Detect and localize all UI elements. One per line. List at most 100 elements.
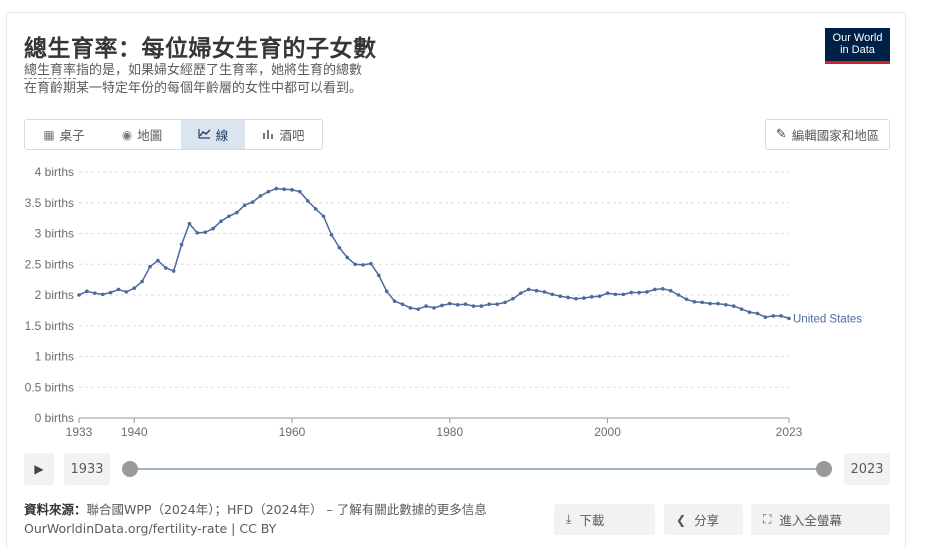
tab-line[interactable]: 線 <box>181 120 245 149</box>
data-point <box>471 304 476 308</box>
x-tick-label: 1960 <box>279 425 306 439</box>
fullscreen-icon: ⛶ <box>763 512 772 526</box>
series-label: United States <box>793 313 862 325</box>
data-point <box>503 300 507 305</box>
data-point <box>132 286 137 291</box>
data-point <box>613 292 618 297</box>
source-note: 資料來源：聯合國WPP（2024年）；HFD（2024年） – 了解有關此數據的… <box>24 500 487 538</box>
data-point <box>171 269 176 273</box>
data-point <box>100 292 105 297</box>
data-point <box>558 294 563 299</box>
x-tick-label: 1980 <box>436 425 463 439</box>
data-point <box>250 200 255 204</box>
tab-bar[interactable]: 酒吧 <box>245 120 322 149</box>
subtitle-line-2: 在育齡期某一特定年份的每個年齡層的女性中都可以看到。 <box>24 81 363 96</box>
pencil-icon: ✎ <box>775 127 787 142</box>
data-point <box>321 214 326 219</box>
data-point <box>574 296 578 301</box>
data-point <box>747 310 752 315</box>
data-point <box>148 264 152 269</box>
data-point <box>282 187 286 192</box>
data-point <box>361 263 365 267</box>
logo-line-2: in Data <box>840 44 875 56</box>
data-point <box>542 290 547 294</box>
tab-map[interactable]: ◉ 地圖 <box>103 120 181 149</box>
timeline-start-year[interactable]: 1933 <box>64 453 110 485</box>
data-point <box>550 292 555 297</box>
data-point <box>329 232 334 237</box>
data-point <box>234 210 239 215</box>
data-point <box>163 266 168 270</box>
edit-countries-label: 編輯國家和地區 <box>791 128 880 143</box>
data-point <box>487 302 492 307</box>
y-tick-label: 3.5 births <box>25 196 74 210</box>
data-point <box>684 297 689 302</box>
data-point <box>85 289 89 294</box>
data-point <box>156 258 160 263</box>
data-point <box>274 186 279 191</box>
data-point <box>424 304 428 308</box>
data-point <box>763 315 768 319</box>
source-learn-more-link[interactable]: – 了解有關此數據的更多信息 <box>322 502 487 517</box>
data-point <box>392 299 397 303</box>
data-point <box>124 290 129 294</box>
data-point <box>187 221 192 226</box>
x-tick-label: 1940 <box>121 425 148 439</box>
share-button[interactable]: ❮ 分享 <box>664 504 743 535</box>
source-label: 資料來源： <box>24 502 87 517</box>
data-point <box>724 303 728 307</box>
data-point <box>692 299 697 304</box>
tab-map-label: 地圖 <box>137 128 163 143</box>
timeline-end-handle[interactable] <box>816 461 832 477</box>
y-tick-label: 1 births <box>35 350 74 364</box>
subtitle-line-1: 指的是，如果婦女經歷了生育率，她將生育的總數 <box>76 63 363 78</box>
data-point <box>787 316 791 321</box>
download-button[interactable]: ⤓ 下載 <box>554 504 655 535</box>
data-point <box>408 306 413 310</box>
line-chart-icon <box>198 128 211 142</box>
data-point <box>653 287 657 292</box>
globe-icon: ◉ <box>121 127 133 142</box>
edit-countries-button[interactable]: ✎ 編輯國家和地區 <box>765 119 890 150</box>
owid-logo[interactable]: Our World in Data <box>825 28 890 64</box>
timeline-start-handle[interactable] <box>122 461 138 477</box>
data-point <box>203 230 208 235</box>
y-tick-label: 4 births <box>35 165 74 179</box>
data-point <box>108 290 113 295</box>
data-point <box>526 287 531 292</box>
data-point <box>534 288 539 293</box>
play-icon: ▶ <box>34 462 44 476</box>
data-point <box>668 288 673 293</box>
y-tick-label: 0 births <box>35 411 74 425</box>
chart-subtitle: 總生育率指的是，如果婦女經歷了生育率，她將生育的總數在育齡期某一特定年份的每個年… <box>24 62 424 98</box>
data-point <box>219 219 223 223</box>
timeline-track[interactable] <box>130 468 824 470</box>
data-point <box>369 261 373 266</box>
data-point <box>266 189 271 194</box>
data-point <box>731 304 736 308</box>
timeline-end-year[interactable]: 2023 <box>844 453 890 485</box>
x-tick-label: 2023 <box>776 425 803 439</box>
tab-bar-label: 酒吧 <box>279 128 305 143</box>
data-point <box>629 290 634 295</box>
timeline: ▶ 1933 2023 <box>24 453 890 485</box>
data-point <box>589 295 594 299</box>
tab-line-label: 線 <box>215 128 229 143</box>
view-tabs: ▦ 桌子 ◉ 地圖 線 酒吧 <box>24 119 323 150</box>
tab-table[interactable]: ▦ 桌子 <box>25 120 103 149</box>
data-point <box>479 304 484 308</box>
data-point <box>353 262 357 267</box>
data-point <box>298 189 302 194</box>
x-tick-label: 1933 <box>66 425 93 439</box>
play-button[interactable]: ▶ <box>24 453 54 485</box>
fullscreen-button[interactable]: ⛶ 進入全螢幕 <box>751 504 890 535</box>
subtitle-term-link[interactable]: 總生育率 <box>24 63 77 79</box>
data-point <box>290 188 294 192</box>
share-label: 分享 <box>694 513 720 528</box>
data-point <box>305 199 310 203</box>
data-point <box>116 287 121 292</box>
data-point <box>495 302 499 307</box>
data-point <box>140 279 144 284</box>
source-url-line[interactable]: OurWorldinData.org/fertility-rate | CC B… <box>24 521 277 536</box>
download-icon: ⤓ <box>566 512 572 526</box>
